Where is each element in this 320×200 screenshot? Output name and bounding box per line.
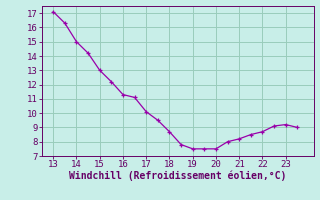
X-axis label: Windchill (Refroidissement éolien,°C): Windchill (Refroidissement éolien,°C) — [69, 171, 286, 181]
